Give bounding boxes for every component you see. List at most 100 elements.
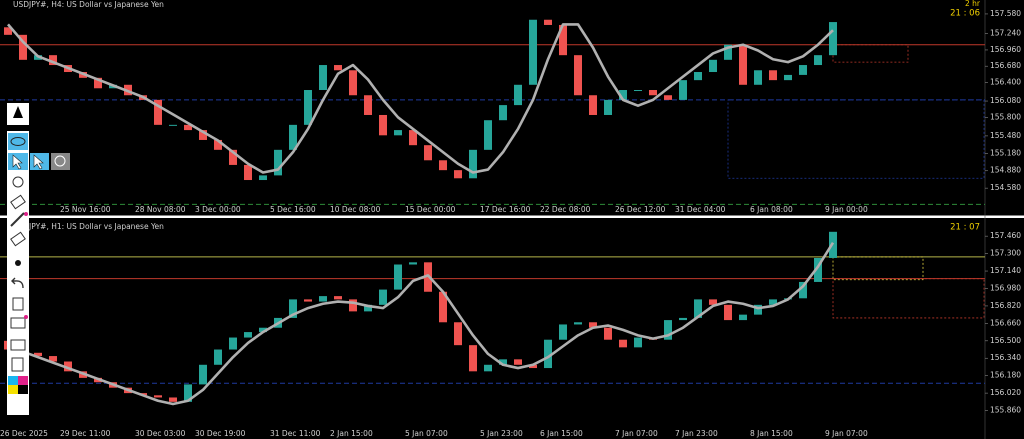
candle bbox=[484, 120, 492, 150]
zone bbox=[832, 278, 985, 319]
bar-timer: 2 hr bbox=[965, 0, 981, 8]
chart-title: USDJPY#, H4: US Dollar vs Japanese Yen bbox=[13, 0, 164, 9]
candle bbox=[349, 70, 357, 96]
y-tick-label: 156.660 bbox=[990, 318, 1021, 327]
candle bbox=[799, 281, 807, 299]
chart-title: USDJPY#, H1: US Dollar vs Japanese Yen bbox=[13, 222, 164, 231]
tool-line[interactable] bbox=[10, 212, 25, 227]
candle bbox=[589, 95, 597, 115]
tool-pointer-3[interactable] bbox=[51, 153, 70, 170]
candle bbox=[379, 114, 387, 136]
candle bbox=[229, 337, 237, 350]
candle bbox=[724, 44, 732, 60]
y-tick-label: 157.240 bbox=[990, 29, 1021, 38]
candle bbox=[154, 395, 162, 398]
tool-notes[interactable] bbox=[11, 357, 24, 372]
candle bbox=[439, 160, 447, 171]
candle bbox=[604, 327, 612, 340]
candle bbox=[634, 90, 642, 92]
candle bbox=[514, 84, 522, 106]
x-tick-label: 6 Jan 15:00 bbox=[540, 429, 583, 438]
candle bbox=[304, 90, 312, 125]
x-tick-label: 9 Jan 00:00 bbox=[825, 205, 868, 214]
y-tick-label: 157.300 bbox=[990, 249, 1021, 258]
candle bbox=[679, 80, 687, 100]
candle bbox=[64, 361, 72, 372]
candle bbox=[34, 352, 42, 357]
color-yellow[interactable] bbox=[8, 385, 18, 394]
candle bbox=[364, 95, 372, 115]
zone bbox=[727, 99, 985, 179]
candle bbox=[49, 55, 57, 66]
candle bbox=[394, 264, 402, 290]
color-magenta[interactable] bbox=[18, 376, 28, 385]
color-black[interactable] bbox=[18, 385, 28, 394]
tool-dot[interactable] bbox=[15, 260, 21, 266]
tool-delete[interactable] bbox=[12, 297, 24, 311]
candle bbox=[619, 90, 627, 100]
candle bbox=[664, 95, 672, 100]
candle bbox=[349, 299, 357, 312]
candle bbox=[184, 384, 192, 402]
candle bbox=[409, 262, 417, 265]
y-tick-label: 154.880 bbox=[990, 166, 1021, 175]
candle bbox=[19, 34, 27, 60]
y-tick-label: 156.400 bbox=[990, 77, 1021, 86]
y-tick-label: 156.680 bbox=[990, 61, 1021, 70]
candle bbox=[694, 299, 702, 318]
server-clock: 21 : 06 bbox=[950, 9, 980, 19]
tool-template[interactable] bbox=[10, 317, 26, 329]
candle bbox=[544, 339, 552, 369]
x-tick-label: 2 Jan 15:00 bbox=[330, 429, 373, 438]
candle bbox=[154, 99, 162, 125]
pane-separator bbox=[0, 215, 1024, 218]
candle bbox=[604, 99, 612, 115]
candle bbox=[229, 149, 237, 165]
tool-eye[interactable] bbox=[8, 133, 28, 150]
x-tick-label: 5 Dec 16:00 bbox=[270, 205, 316, 214]
candle bbox=[754, 70, 762, 85]
x-tick-label: 3 Dec 00:00 bbox=[195, 205, 241, 214]
y-tick-label: 155.800 bbox=[990, 112, 1021, 121]
tool-erase-icon[interactable] bbox=[12, 176, 24, 188]
tool-ruler[interactable] bbox=[10, 231, 26, 247]
candle bbox=[499, 359, 507, 365]
tool-eraser[interactable] bbox=[10, 194, 26, 210]
y-tick-label: 154.580 bbox=[990, 183, 1021, 192]
candle bbox=[199, 364, 207, 385]
pointer-icon bbox=[12, 154, 23, 170]
color-cyan[interactable] bbox=[8, 376, 18, 385]
candle bbox=[379, 289, 387, 305]
x-tick-label: 7 Jan 07:00 bbox=[615, 429, 658, 438]
y-tick-label: 156.340 bbox=[990, 353, 1021, 362]
candle bbox=[769, 299, 777, 305]
zone bbox=[832, 256, 924, 281]
candle bbox=[289, 124, 297, 150]
candle bbox=[49, 356, 57, 362]
candle bbox=[214, 349, 222, 365]
candle bbox=[829, 22, 837, 56]
candle bbox=[529, 364, 537, 369]
x-tick-label: 22 Dec 08:00 bbox=[540, 205, 591, 214]
candle bbox=[364, 304, 372, 312]
x-tick-label: 26 Dec 12:00 bbox=[615, 205, 666, 214]
tool-screenshot[interactable] bbox=[10, 339, 26, 351]
x-tick-label: 29 Dec 11:00 bbox=[60, 429, 111, 438]
candle bbox=[244, 332, 252, 338]
y-tick-label: 155.860 bbox=[990, 406, 1021, 415]
tool-undo[interactable] bbox=[11, 277, 24, 289]
y-tick-label: 156.180 bbox=[990, 371, 1021, 380]
pointer-icon bbox=[54, 155, 66, 167]
candle bbox=[199, 130, 207, 140]
x-tick-label: 26 Dec 2025 bbox=[0, 429, 48, 438]
y-tick-label: 156.820 bbox=[990, 301, 1021, 310]
candle bbox=[469, 345, 477, 372]
x-tick-label: 17 Dec 16:00 bbox=[480, 205, 531, 214]
candle bbox=[709, 59, 717, 73]
x-tick-label: 10 Dec 08:00 bbox=[330, 205, 381, 214]
candle bbox=[649, 90, 657, 96]
x-tick-label: 25 Nov 16:00 bbox=[60, 205, 111, 214]
candle bbox=[274, 149, 282, 176]
candle bbox=[319, 296, 327, 302]
candle bbox=[724, 304, 732, 321]
